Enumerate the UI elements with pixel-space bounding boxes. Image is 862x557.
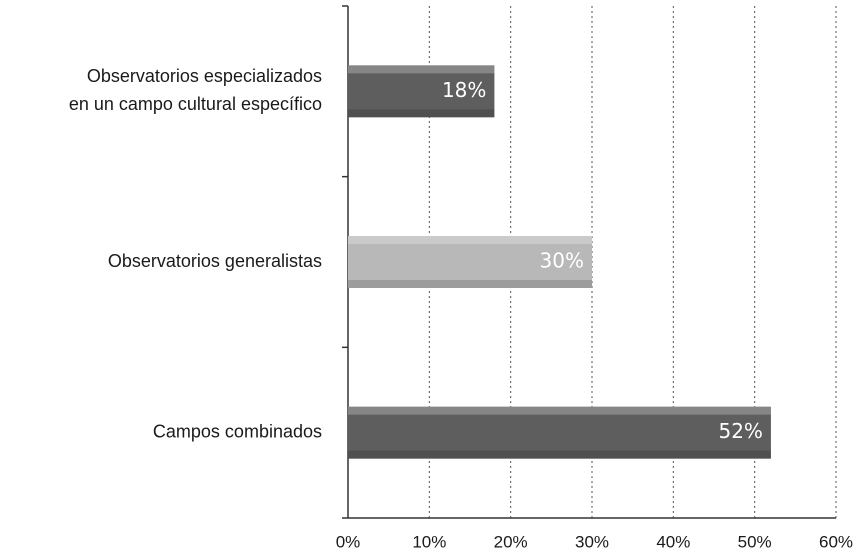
y-tick-label: en un campo cultural específico [69,94,322,114]
bar-shade [348,450,771,459]
x-tick-label: 30% [575,532,609,551]
x-tick-label: 60% [819,532,853,551]
y-tick-label: Campos combinados [153,421,322,441]
y-tick-label: Observatorios generalistas [108,251,322,271]
bar-highlight [348,236,592,244]
x-tick-label: 20% [494,532,528,551]
bar [348,406,771,459]
bar-highlight [348,65,495,74]
bar-shade [348,109,495,118]
bar [348,65,495,118]
x-tick-label: 10% [412,532,446,551]
x-tick-label: 0% [336,532,361,551]
value-label: 52% [718,419,762,443]
bar [348,236,592,288]
y-tick-label: Observatorios especializados [87,66,322,86]
bar-shade [348,280,592,288]
bar-highlight [348,406,771,415]
x-tick-label: 50% [738,532,772,551]
x-tick-label: 40% [656,532,690,551]
value-label: 18% [442,78,486,102]
value-label: 30% [540,249,584,273]
